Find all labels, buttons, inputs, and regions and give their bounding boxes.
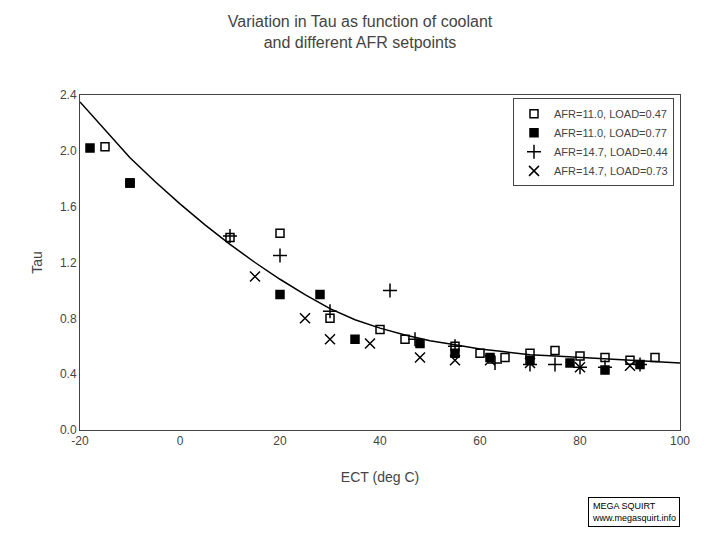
svg-text:60: 60 xyxy=(473,434,487,448)
svg-text:2.0: 2.0 xyxy=(60,144,77,158)
svg-text:AFR=11.0, LOAD=0.77: AFR=11.0, LOAD=0.77 xyxy=(554,127,667,139)
svg-text:Variation in Tau as function o: Variation in Tau as function of coolanta… xyxy=(228,13,493,51)
svg-text:0: 0 xyxy=(177,434,184,448)
svg-text:MEGA SQUIRTwww.megasquirt.info: MEGA SQUIRTwww.megasquirt.info xyxy=(592,501,676,523)
svg-text:0.8: 0.8 xyxy=(60,312,77,326)
svg-text:100: 100 xyxy=(670,434,690,448)
svg-text:40: 40 xyxy=(373,434,387,448)
svg-text:AFR=14.7, LOAD=0.44: AFR=14.7, LOAD=0.44 xyxy=(554,146,668,158)
svg-text:Tau: Tau xyxy=(29,251,45,274)
svg-text:ECT (deg C): ECT (deg C) xyxy=(341,469,419,485)
svg-text:AFR=14.7, LOAD=0.73: AFR=14.7, LOAD=0.73 xyxy=(554,165,668,177)
svg-text:AFR=11.0, LOAD=0.47: AFR=11.0, LOAD=0.47 xyxy=(554,108,667,120)
svg-text:0.4: 0.4 xyxy=(60,367,77,381)
svg-text:1.2: 1.2 xyxy=(60,256,77,270)
svg-text:-20: -20 xyxy=(71,434,89,448)
svg-text:80: 80 xyxy=(573,434,587,448)
svg-text:2.4: 2.4 xyxy=(60,88,77,102)
svg-text:20: 20 xyxy=(273,434,287,448)
svg-text:0.0: 0.0 xyxy=(60,423,77,437)
svg-text:1.6: 1.6 xyxy=(60,200,77,214)
